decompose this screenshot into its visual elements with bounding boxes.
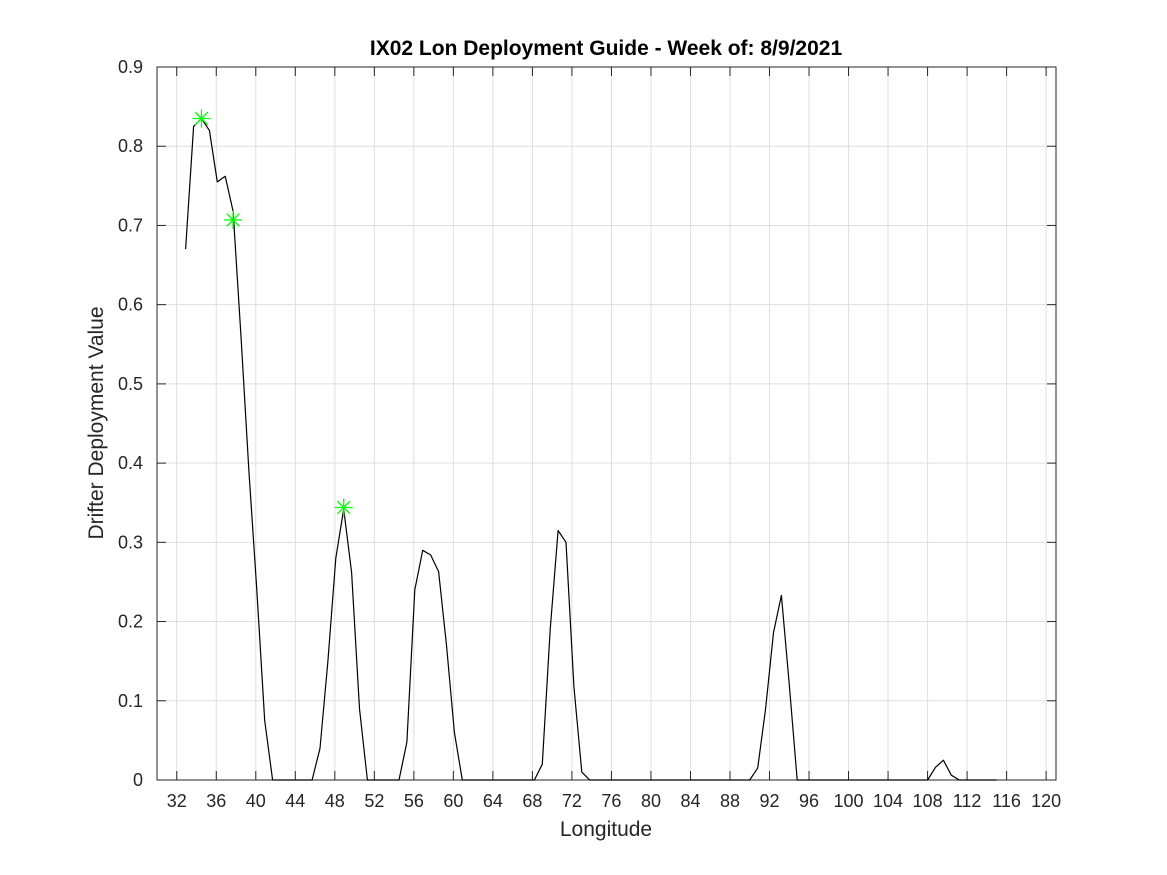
y-tick-label: 0.1 <box>118 691 143 711</box>
star-marker <box>192 109 211 128</box>
x-tick-label: 60 <box>443 791 463 811</box>
x-tick-label: 100 <box>834 791 864 811</box>
x-tick-label: 76 <box>601 791 621 811</box>
x-axis-label: Longitude <box>560 818 652 841</box>
x-tick-label: 84 <box>680 791 700 811</box>
x-tick-label: 68 <box>522 791 542 811</box>
plot-area <box>157 67 1056 780</box>
x-tick-label: 120 <box>1031 791 1061 811</box>
y-tick-label: 0.2 <box>118 612 143 632</box>
x-tick-label: 32 <box>167 791 187 811</box>
x-tick-label: 72 <box>562 791 582 811</box>
y-tick-label: 0.9 <box>118 57 143 77</box>
x-tick-label: 112 <box>953 791 982 811</box>
y-tick-label: 0 <box>133 770 143 790</box>
x-tick-label: 40 <box>246 791 266 811</box>
x-tick-label: 116 <box>992 791 1021 811</box>
y-axis-label: Drifter Deployment Value <box>85 306 108 539</box>
x-tick-label: 56 <box>404 791 424 811</box>
y-tick-labels: 0 0.1 0.2 0.3 0.4 0.5 0.6 0.7 0.8 0.9 <box>118 57 143 790</box>
y-tick-label: 0.8 <box>118 136 143 156</box>
series-line <box>185 117 997 781</box>
y-tick-label: 0.4 <box>118 453 143 473</box>
markers <box>192 109 353 517</box>
x-tick-label: 48 <box>325 791 345 811</box>
x-tick-label: 64 <box>483 791 503 811</box>
x-tick-labels: 32 36 40 44 48 52 56 60 64 68 72 76 80 84 88 92 96 100 104… <box>167 791 1061 811</box>
star-marker <box>334 498 353 517</box>
x-tick-label: 52 <box>364 791 384 811</box>
x-tick-label: 92 <box>759 791 779 811</box>
y-tick-label: 0.3 <box>118 532 143 552</box>
x-tick-label: 104 <box>873 791 903 811</box>
x-tick-label: 108 <box>913 791 943 811</box>
x-tick-label: 80 <box>641 791 661 811</box>
star-marker <box>224 210 243 229</box>
x-tick-label: 88 <box>720 791 740 811</box>
x-tick-label: 36 <box>206 791 226 811</box>
y-tick-label: 0.5 <box>118 374 143 394</box>
x-tick-label: 96 <box>799 791 819 811</box>
y-tick-label: 0.7 <box>118 215 143 235</box>
chart-title: IX02 Lon Deployment Guide - Week of: 8/9… <box>370 37 843 60</box>
series <box>185 117 997 781</box>
x-tick-label: 44 <box>285 791 305 811</box>
y-tick-label: 0.6 <box>118 295 143 315</box>
